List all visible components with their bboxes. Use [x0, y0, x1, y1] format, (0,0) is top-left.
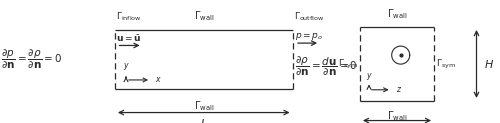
Text: $y$: $y$: [366, 71, 372, 82]
Text: $H$: $H$: [484, 58, 494, 70]
Text: $y$: $y$: [122, 61, 130, 72]
Text: $\Gamma_{\rm wall}$: $\Gamma_{\rm wall}$: [387, 7, 407, 21]
Text: $\dfrac{\partial p}{\partial \mathbf{n}}=\dfrac{\partial \rho}{\partial \mathbf{: $\dfrac{\partial p}{\partial \mathbf{n}}…: [1, 47, 62, 71]
Text: $z$: $z$: [396, 85, 402, 94]
Text: $\Gamma_{\rm outflow}$: $\Gamma_{\rm outflow}$: [294, 11, 324, 23]
Text: $\Gamma_{\rm wall}$: $\Gamma_{\rm wall}$: [387, 109, 407, 123]
Text: $\Gamma_{\rm sym}$: $\Gamma_{\rm sym}$: [436, 57, 456, 70]
Text: $p = p_o$: $p = p_o$: [295, 31, 323, 42]
Text: $L$: $L$: [200, 117, 207, 123]
Text: $\Gamma_{\rm sym}$: $\Gamma_{\rm sym}$: [338, 57, 357, 70]
Text: $\mathbf{u}=\bar{\mathbf{u}}$: $\mathbf{u}=\bar{\mathbf{u}}$: [116, 33, 141, 44]
Text: $\Gamma_{\rm wall}$: $\Gamma_{\rm wall}$: [194, 100, 214, 113]
Text: $\dfrac{\partial \rho}{\partial \mathbf{n}}=\dfrac{d\mathbf{u}}{\partial \mathbf: $\dfrac{\partial \rho}{\partial \mathbf{…: [295, 54, 358, 78]
Text: $x$: $x$: [155, 75, 162, 85]
Text: $\Gamma_{\rm inflow}$: $\Gamma_{\rm inflow}$: [116, 11, 141, 23]
Text: $\Gamma_{\rm wall}$: $\Gamma_{\rm wall}$: [194, 10, 214, 23]
